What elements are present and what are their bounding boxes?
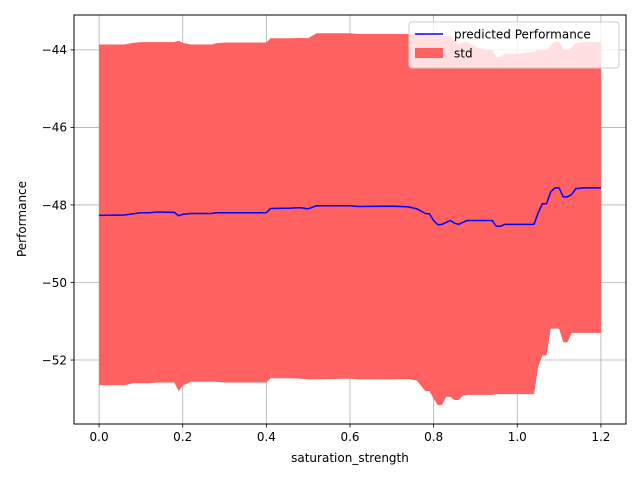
legend-band-swatch [415,48,443,58]
x-axis-label: saturation_strength [291,451,409,465]
x-ticks: 0.0 0.2 0.4 0.6 0.8 1.0 1.2 [90,424,610,444]
x-tick-label: 0.2 [173,430,192,444]
y-tick-label: −46 [42,121,67,135]
legend: predicted Performance std [408,21,620,69]
legend-label-predicted: predicted Performance [454,28,591,42]
x-tick-label: 1.2 [591,430,610,444]
x-tick-label: 0.6 [340,430,359,444]
y-tick-label: −52 [42,353,67,367]
std-band [99,33,601,406]
y-tick-label: −48 [42,198,67,212]
x-tick-label: 0.4 [257,430,276,444]
x-tick-label: 0.0 [90,430,109,444]
y-tick-label: −44 [42,43,67,57]
y-tick-label: −50 [42,276,67,290]
std-band-layer [99,33,601,406]
predicted-performance-line [99,187,601,228]
prediction-line-layer [99,187,601,228]
y-axis-label: Performance [15,181,29,257]
y-ticks: −52 −50 −48 −46 −44 [42,43,74,367]
legend-label-std: std [454,47,473,61]
x-tick-label: 1.0 [508,430,527,444]
legend-box [408,21,620,69]
x-tick-label: 0.8 [424,430,443,444]
